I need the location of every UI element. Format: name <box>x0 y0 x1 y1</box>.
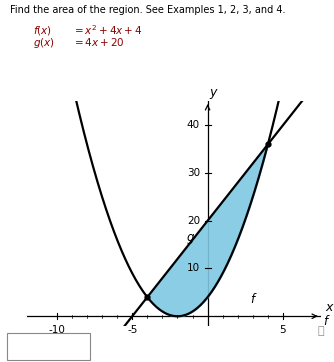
Text: -10: -10 <box>48 325 65 335</box>
Text: 30: 30 <box>187 168 200 178</box>
Text: $= 4x + 20$: $= 4x + 20$ <box>72 36 125 48</box>
Text: y: y <box>209 86 216 99</box>
Text: 40: 40 <box>187 120 200 130</box>
Text: -5: -5 <box>127 325 137 335</box>
Text: f: f <box>250 293 254 306</box>
Text: $f(x)$: $f(x)$ <box>33 24 52 37</box>
Text: Find the area of the region. See Examples 1, 2, 3, and 4.: Find the area of the region. See Example… <box>10 5 286 16</box>
Text: $g(x)$: $g(x)$ <box>33 36 55 50</box>
Text: 5: 5 <box>280 325 286 335</box>
Text: f: f <box>323 315 327 328</box>
Text: ⓘ: ⓘ <box>317 326 324 336</box>
Text: x: x <box>325 301 333 314</box>
Text: 20: 20 <box>187 216 200 226</box>
Text: $= x^2 + 4x + 4$: $= x^2 + 4x + 4$ <box>72 24 142 37</box>
Text: 10: 10 <box>187 264 200 274</box>
Text: g: g <box>186 231 194 244</box>
